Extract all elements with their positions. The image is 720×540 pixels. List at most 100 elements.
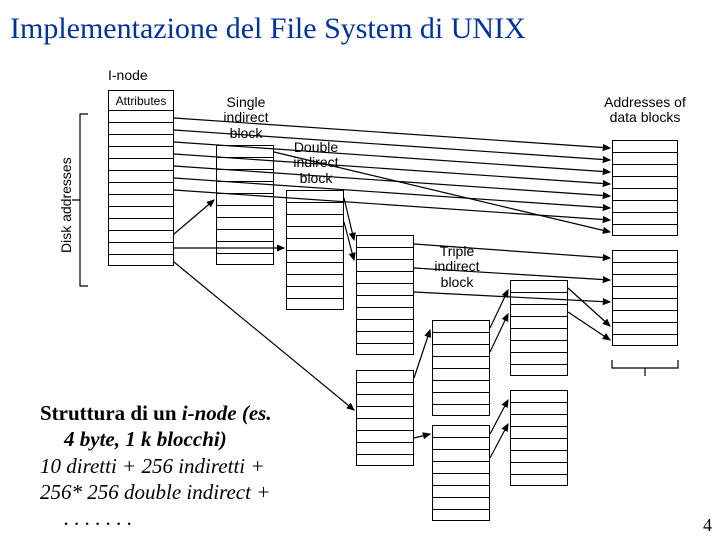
block-row [511,403,567,415]
block-row [613,275,677,287]
block-row [287,299,343,311]
attributes-cell: Attributes [109,91,173,111]
block-row [433,345,489,357]
double-indirect-block2 [356,235,414,355]
block-row [217,230,273,242]
block-row [217,254,273,266]
block-row [511,391,567,403]
page-title: Implementazione del File System di UNIX [10,12,526,46]
block-row [511,293,567,305]
block-row [433,486,489,498]
block-row [287,263,343,275]
block-row [109,123,173,135]
block-row [287,203,343,215]
triple-indirect-block3 [510,280,568,376]
block-row [217,242,273,254]
label-double-indirect: Double indirect block [286,140,346,186]
block-row [511,281,567,293]
block-row [613,201,677,213]
block-row [433,474,489,486]
triple-indirect-block2 [432,320,490,416]
block-row [613,189,677,201]
block-row [217,158,273,170]
block-row [613,177,677,189]
block-row [511,341,567,353]
caption-line5: . . . . . . . [40,505,272,531]
block-row [613,213,677,225]
block-row [511,305,567,317]
block-row [613,153,677,165]
block-row [613,287,677,299]
block-row [433,321,489,333]
block-row [109,219,173,231]
block-row [511,415,567,427]
block-row [357,407,413,419]
caption-line3: 10 diretti + 256 indiretti + [40,453,272,479]
block-row [287,239,343,251]
block-row [357,248,413,260]
block-row [357,344,413,356]
triple-indirect-block3b [510,390,568,486]
block-row [613,141,677,153]
block-row [109,111,173,123]
block-row [109,171,173,183]
block-row [357,260,413,272]
block-row [357,443,413,455]
block-row [433,462,489,474]
block-row [433,498,489,510]
label-addresses-data: Addresses of data blocks [590,95,700,126]
block-row [217,170,273,182]
block-row [217,182,273,194]
block-row [613,323,677,335]
block-row [357,272,413,284]
block-row [433,405,489,417]
caption-ital1: i-node (es. [182,401,272,425]
block-row [613,299,677,311]
block-row [109,135,173,147]
block-row [433,438,489,450]
block-row [433,450,489,462]
block-row [357,296,413,308]
block-row [109,255,173,267]
block-row [109,147,173,159]
block-row [613,165,677,177]
block-row [511,475,567,487]
triple-indirect-block2b [432,425,490,521]
block-row [357,332,413,344]
block-row [613,251,677,263]
block-row [357,320,413,332]
block-row [433,369,489,381]
block-row [287,275,343,287]
block-row [357,284,413,296]
block-row [357,431,413,443]
double-indirect-block1 [286,190,344,310]
caption-ital2: 4 byte, 1 k blocchi) [40,426,272,452]
block-row [433,510,489,522]
block-row [357,383,413,395]
label-inode: I-node [108,68,148,83]
block-row [287,227,343,239]
label-single-indirect: Single indirect block [216,95,276,141]
block-row [433,357,489,369]
block-row [287,191,343,203]
block-row [109,207,173,219]
block-row [357,236,413,248]
block-row [433,381,489,393]
block-row [109,183,173,195]
block-row [511,463,567,475]
block-row [511,427,567,439]
triple-indirect-block1 [356,370,414,466]
block-row [433,393,489,405]
block-row [217,146,273,158]
block-row [433,426,489,438]
block-row [433,333,489,345]
block-row [357,419,413,431]
block-row [217,218,273,230]
block-row [109,159,173,171]
data-block2 [612,250,678,346]
block-row [287,287,343,299]
single-indirect-block [216,145,274,265]
block-row [613,335,677,347]
block-row [357,395,413,407]
block-row [511,353,567,365]
